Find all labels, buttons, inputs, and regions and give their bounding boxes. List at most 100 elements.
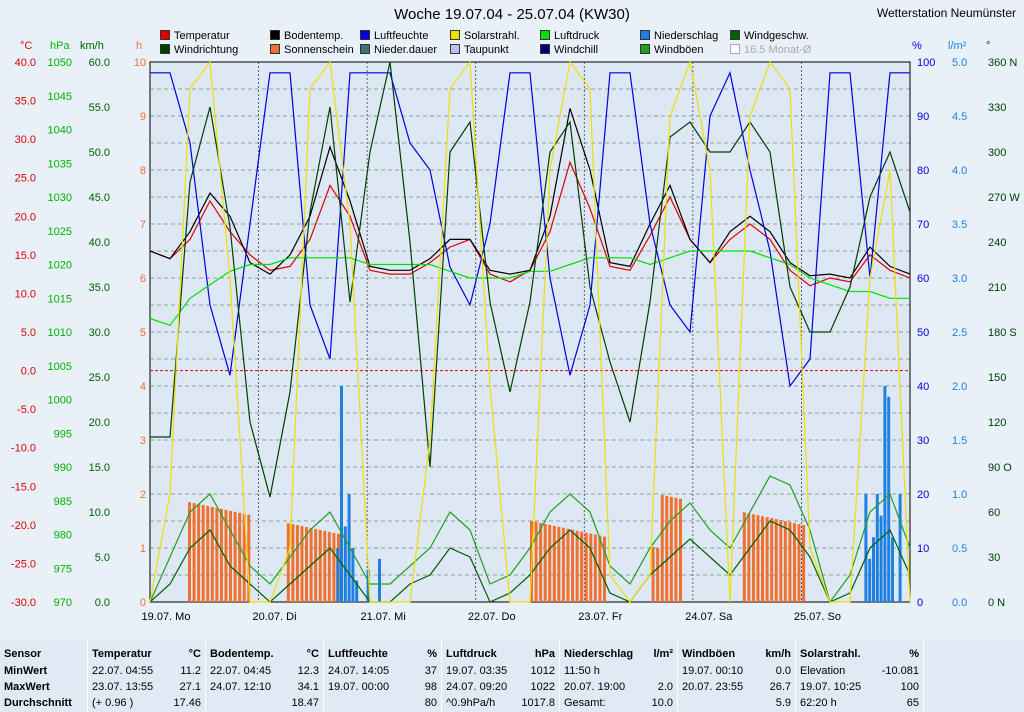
stats-row: 23.07. 13:55 27.1 <box>92 679 201 695</box>
axis-tick-label: 150 <box>988 372 1006 384</box>
axis-tick-label: 1015 <box>48 293 72 305</box>
stats-cell: ^0.9hPa/h <box>446 697 496 709</box>
sunshine-bar <box>593 534 597 602</box>
stats-row: 18.47 <box>210 695 319 711</box>
axis-tick-label: -30.0 <box>11 597 36 609</box>
axis-tick-label: 120 <box>988 417 1006 429</box>
stats-cell: Temperatur <box>92 648 152 660</box>
legend-item: Bodentemp. <box>270 30 343 42</box>
stats-cell: Niederschlag <box>564 648 634 660</box>
legend-label: Taupunkt <box>464 44 509 56</box>
stats-value: 37 <box>424 665 437 677</box>
sunshine-bar <box>761 516 765 602</box>
sunshine-bar <box>589 533 593 602</box>
sunshine-bar <box>742 512 746 602</box>
stats-cell: MaxWert <box>4 681 50 693</box>
rain-bar <box>336 548 340 602</box>
sunshine-bar <box>534 521 538 602</box>
chart-title: Woche 19.07.04 - 25.07.04 (KW30) <box>394 6 630 23</box>
sunshine-bar <box>242 513 246 602</box>
axis-tick-label: 210 <box>988 282 1006 294</box>
axis-tick-label: 0.0 <box>952 597 967 609</box>
legend-item: Windgeschw. <box>730 30 809 42</box>
rain-bar <box>875 494 879 602</box>
stats-row: Sensor <box>4 646 83 662</box>
stats-value: % <box>427 648 437 660</box>
sunshine-bar <box>788 522 792 602</box>
axis-tick-label: -10.0 <box>11 443 36 455</box>
stats-value: 5.9 <box>775 697 791 709</box>
axis-tick-label: 1.5 <box>952 435 967 447</box>
axis-tick-label: 1000 <box>48 395 72 407</box>
stats-row: 24.07. 14:05 37 <box>328 663 437 679</box>
axis-tick-label: 3 <box>140 435 146 447</box>
stats-cell: 24.07. 09:20 <box>446 681 508 693</box>
stats-value: 18.47 <box>291 697 319 709</box>
stats-cell: Luftfeuchte <box>328 648 388 660</box>
stats-cell: 20.07. 19:00 <box>564 681 626 693</box>
axis-tick-label: 55.0 <box>89 102 110 114</box>
axis-tick-label: 10.0 <box>89 507 110 519</box>
legend-swatch <box>450 30 460 40</box>
stats-section: Luftdruck hPa 19.07. 03:35 1012 24.07. 09:20… <box>442 640 560 712</box>
axis-tick-label: 30.0 <box>15 134 36 146</box>
stats-cell: 19.07. 00:00 <box>328 681 390 693</box>
stats-value: km/h <box>765 648 791 660</box>
stats-section: Windböen km/h 19.07. 00:10 0.0 20.07. 23:55 2… <box>678 640 796 712</box>
axis-tick-label: 1045 <box>48 91 72 103</box>
axis-tick-label: 1005 <box>48 361 72 373</box>
x-tick-label: 25.07. So <box>794 611 841 623</box>
axis-tick-label: 5 <box>140 327 146 339</box>
stats-value: 1012 <box>530 665 555 677</box>
stats-row: Durchschnitt <box>4 695 83 711</box>
stats-cell: Solarstrahl. <box>800 648 861 660</box>
rain-bar <box>898 494 902 602</box>
stats-value: 17.46 <box>173 697 201 709</box>
stats-cell: Gesamt: <box>564 697 606 709</box>
axis-tick-label: 20 <box>917 489 929 501</box>
legend-swatch <box>540 44 550 54</box>
stats-value: 80 <box>424 697 437 709</box>
legend-swatch <box>640 30 650 40</box>
x-tick-label: 24.07. Sa <box>685 611 733 623</box>
stats-cell: MinWert <box>4 665 48 677</box>
axis-tick-label: 20.0 <box>15 211 36 223</box>
stats-row: 19.07. 00:10 0.0 <box>682 663 791 679</box>
axis-tick-label: 1010 <box>48 327 72 339</box>
axis-tick-label: 0 N <box>988 597 1005 609</box>
sunshine-bar <box>210 506 214 602</box>
sunshine-bar <box>779 520 783 602</box>
stats-row: Luftdruck hPa <box>446 646 555 662</box>
sunshine-bar <box>539 522 543 602</box>
rain-bar <box>891 537 894 602</box>
axis-tick-label: 40 <box>917 381 929 393</box>
stats-row: Solarstrahl.% <box>800 646 919 662</box>
legend-label: Luftfeuchte <box>374 30 429 42</box>
axis-tick-label: 300 <box>988 147 1006 159</box>
legend-label: Windrichtung <box>174 44 239 56</box>
stats-value: 27.1 <box>179 681 201 693</box>
stats-row: 80 <box>328 695 437 711</box>
legend-item: 16.5 Monat-Ø <box>730 44 811 56</box>
axis-tick-label: 15.0 <box>15 250 36 262</box>
axis-tick-label: 40.0 <box>15 57 36 69</box>
stats-row: 24.07. 09:20 1022 <box>446 679 555 695</box>
legend-item: Sonnenschein <box>270 44 354 56</box>
stats-row: Gesamt: 10.0 <box>564 695 673 711</box>
legend-label: 16.5 Monat-Ø <box>744 44 812 56</box>
stats-cell: 23.07. 13:55 <box>92 681 154 693</box>
stats-row: 20.07. 19:00 2.0 <box>564 679 673 695</box>
stats-row: 22.07. 04:55 11.2 <box>92 663 201 679</box>
stats-value: 2.0 <box>657 681 673 693</box>
legend-label: Windgeschw. <box>744 30 809 42</box>
stats-section: Niederschlag l/m² 11:50 h 20.07. 19:00 2.0 Ge… <box>560 640 678 712</box>
sunshine-bar <box>770 518 774 602</box>
rain-bar <box>343 526 347 602</box>
sunshine-bar <box>229 510 233 602</box>
legend-label: Windchill <box>554 44 599 56</box>
stats-value: °C <box>188 648 201 660</box>
axis-tick-label: 1030 <box>48 192 72 204</box>
sunshine-bar <box>584 532 588 602</box>
series-line-solarstrahl <box>149 59 911 604</box>
sunshine-bar <box>756 515 760 602</box>
